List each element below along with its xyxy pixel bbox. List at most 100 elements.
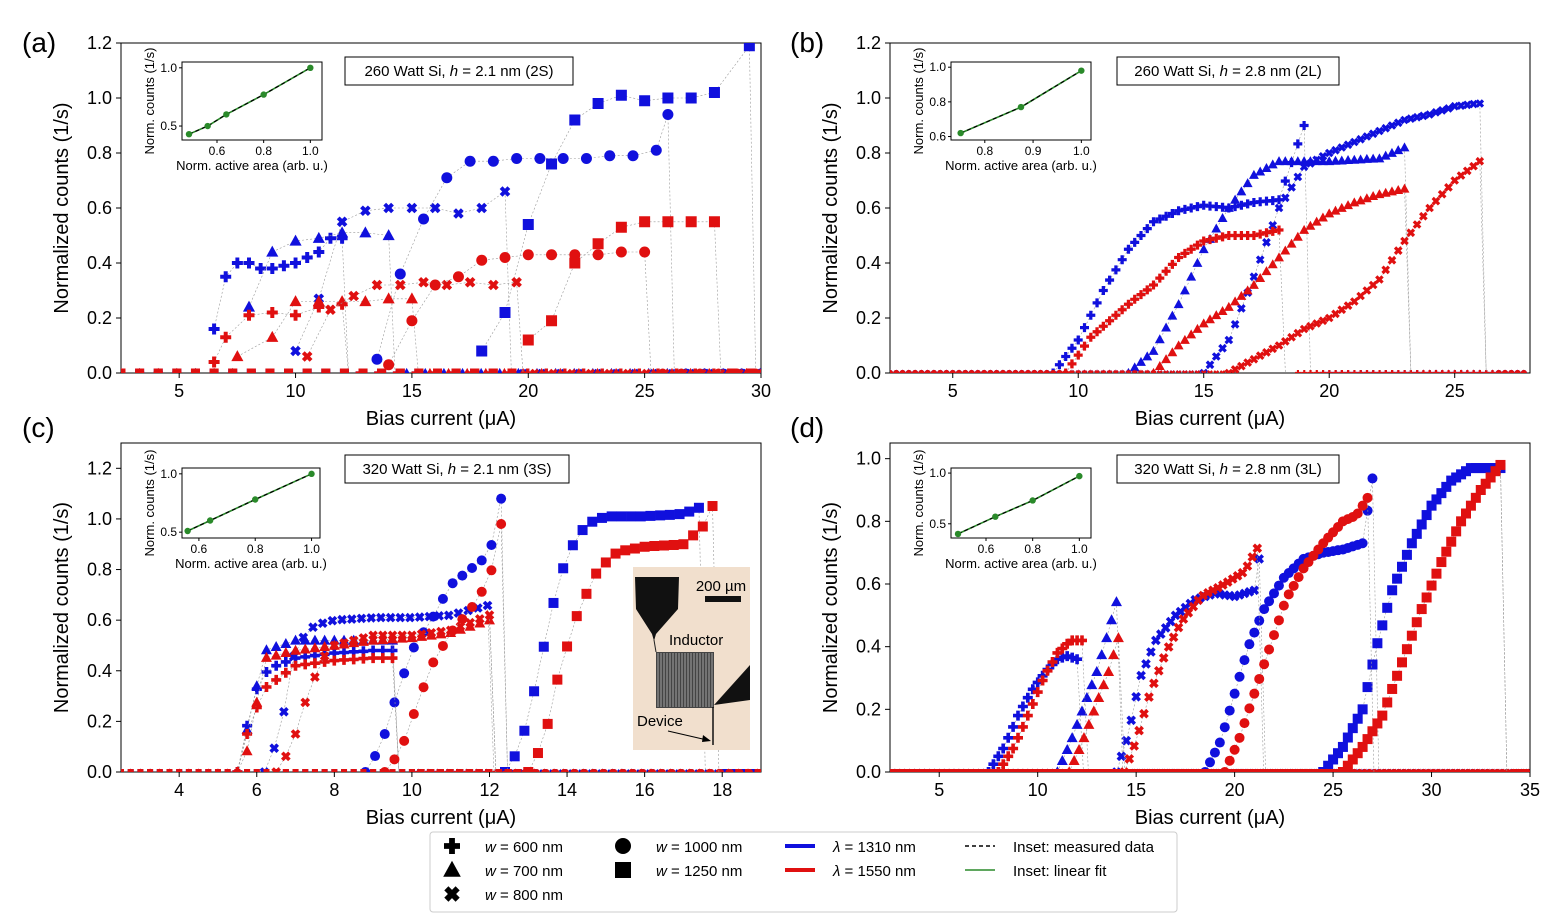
data-point-zero bbox=[482, 367, 489, 373]
data-point-zero bbox=[1031, 370, 1038, 373]
data-point bbox=[649, 541, 660, 552]
data-point-zero bbox=[379, 769, 386, 772]
data-point-zero bbox=[1518, 769, 1525, 772]
data-point bbox=[1451, 526, 1462, 537]
data-point bbox=[377, 634, 389, 645]
data-point bbox=[1230, 365, 1240, 373]
data-point bbox=[1243, 358, 1252, 367]
data-point bbox=[1101, 632, 1113, 643]
data-point bbox=[1441, 481, 1452, 492]
inset-x-tick-label: 0.6 bbox=[209, 144, 226, 158]
data-point-zero bbox=[253, 769, 260, 772]
data-point bbox=[1149, 280, 1158, 290]
data-point bbox=[522, 219, 534, 230]
data-point bbox=[1037, 675, 1048, 686]
data-point bbox=[1261, 266, 1272, 276]
data-point-zero bbox=[906, 769, 913, 772]
data-point bbox=[664, 509, 675, 520]
data-point bbox=[523, 767, 534, 772]
data-point bbox=[1211, 233, 1221, 243]
data-point bbox=[509, 751, 520, 762]
data-point-zero bbox=[649, 769, 656, 772]
data-point bbox=[290, 660, 301, 671]
data-point bbox=[1380, 150, 1391, 160]
data-point-zero bbox=[1079, 769, 1085, 772]
data-point bbox=[693, 502, 704, 513]
x-tick-label: 15 bbox=[1126, 780, 1146, 800]
data-point-zero bbox=[153, 368, 163, 373]
data-point bbox=[1262, 228, 1271, 238]
data-point bbox=[1264, 596, 1275, 607]
data-point bbox=[1136, 231, 1146, 240]
data-point bbox=[1465, 500, 1476, 511]
data-point bbox=[592, 249, 604, 261]
data-point bbox=[1076, 705, 1088, 716]
data-point bbox=[1130, 294, 1140, 304]
data-point bbox=[280, 667, 291, 678]
data-point-zero bbox=[591, 769, 598, 772]
data-point bbox=[557, 153, 569, 164]
data-point bbox=[437, 593, 448, 604]
data-point-zero bbox=[1446, 369, 1451, 373]
data-point bbox=[242, 729, 253, 739]
data-point bbox=[1236, 290, 1247, 300]
data-point bbox=[1192, 323, 1203, 333]
data-point bbox=[397, 630, 407, 641]
x-tick-label: 20 bbox=[1225, 780, 1245, 800]
data-point-zero bbox=[433, 368, 443, 373]
data-point bbox=[511, 153, 523, 164]
data-point bbox=[1431, 108, 1441, 117]
data-point bbox=[1229, 744, 1240, 755]
data-point bbox=[443, 610, 454, 621]
panel-b: (b) 5 10 15 20 25 0.0 0.2 0.4 0.6 0.8 1.0 1.2 Bias cu… bbox=[790, 27, 1531, 430]
data-point bbox=[1362, 286, 1372, 295]
data-point-zero bbox=[1207, 769, 1213, 772]
data-point bbox=[569, 114, 581, 126]
data-point bbox=[437, 640, 448, 651]
data-point bbox=[327, 615, 338, 626]
data-point bbox=[1173, 299, 1184, 309]
data-point bbox=[382, 292, 395, 304]
data-point bbox=[1205, 314, 1215, 324]
data-point bbox=[1367, 726, 1378, 737]
data-point-zero bbox=[1167, 769, 1174, 772]
data-point bbox=[1027, 684, 1038, 695]
data-point bbox=[1136, 356, 1146, 366]
data-point bbox=[208, 356, 220, 368]
y-tick-label: 0.4 bbox=[87, 253, 112, 273]
data-layer bbox=[890, 99, 1527, 373]
data-point bbox=[606, 511, 617, 522]
data-point-zero bbox=[676, 368, 686, 373]
data-point bbox=[1081, 691, 1093, 702]
data-point bbox=[1362, 734, 1373, 745]
data-point-zero bbox=[623, 368, 633, 373]
data-point bbox=[1161, 322, 1172, 332]
data-point bbox=[1421, 510, 1432, 521]
data-point-zero bbox=[1037, 370, 1044, 373]
data-point-zero bbox=[1093, 769, 1100, 772]
data-point bbox=[1299, 324, 1309, 334]
data-point-zero bbox=[1261, 769, 1268, 772]
lead-line bbox=[653, 639, 657, 653]
data-point-zero bbox=[582, 769, 589, 772]
right-pad-shape bbox=[714, 665, 750, 705]
data-point bbox=[522, 334, 534, 346]
data-point bbox=[261, 667, 272, 677]
data-point bbox=[1158, 653, 1169, 663]
data-point bbox=[1255, 166, 1266, 176]
data-point-zero bbox=[1056, 370, 1063, 373]
data-point bbox=[1080, 341, 1089, 351]
data-point bbox=[405, 292, 418, 304]
data-point bbox=[1431, 568, 1442, 579]
latch-line bbox=[1479, 103, 1487, 373]
data-point bbox=[639, 246, 651, 258]
data-point bbox=[1337, 143, 1347, 152]
series-line bbox=[388, 251, 645, 365]
inset-data-point bbox=[1076, 472, 1083, 480]
data-point-zero bbox=[1389, 370, 1396, 373]
data-point bbox=[1180, 248, 1190, 258]
data-point bbox=[1148, 345, 1159, 355]
scale-label: 200 µm bbox=[696, 578, 746, 595]
data-point bbox=[1450, 176, 1459, 185]
data-point-zero bbox=[572, 769, 579, 772]
